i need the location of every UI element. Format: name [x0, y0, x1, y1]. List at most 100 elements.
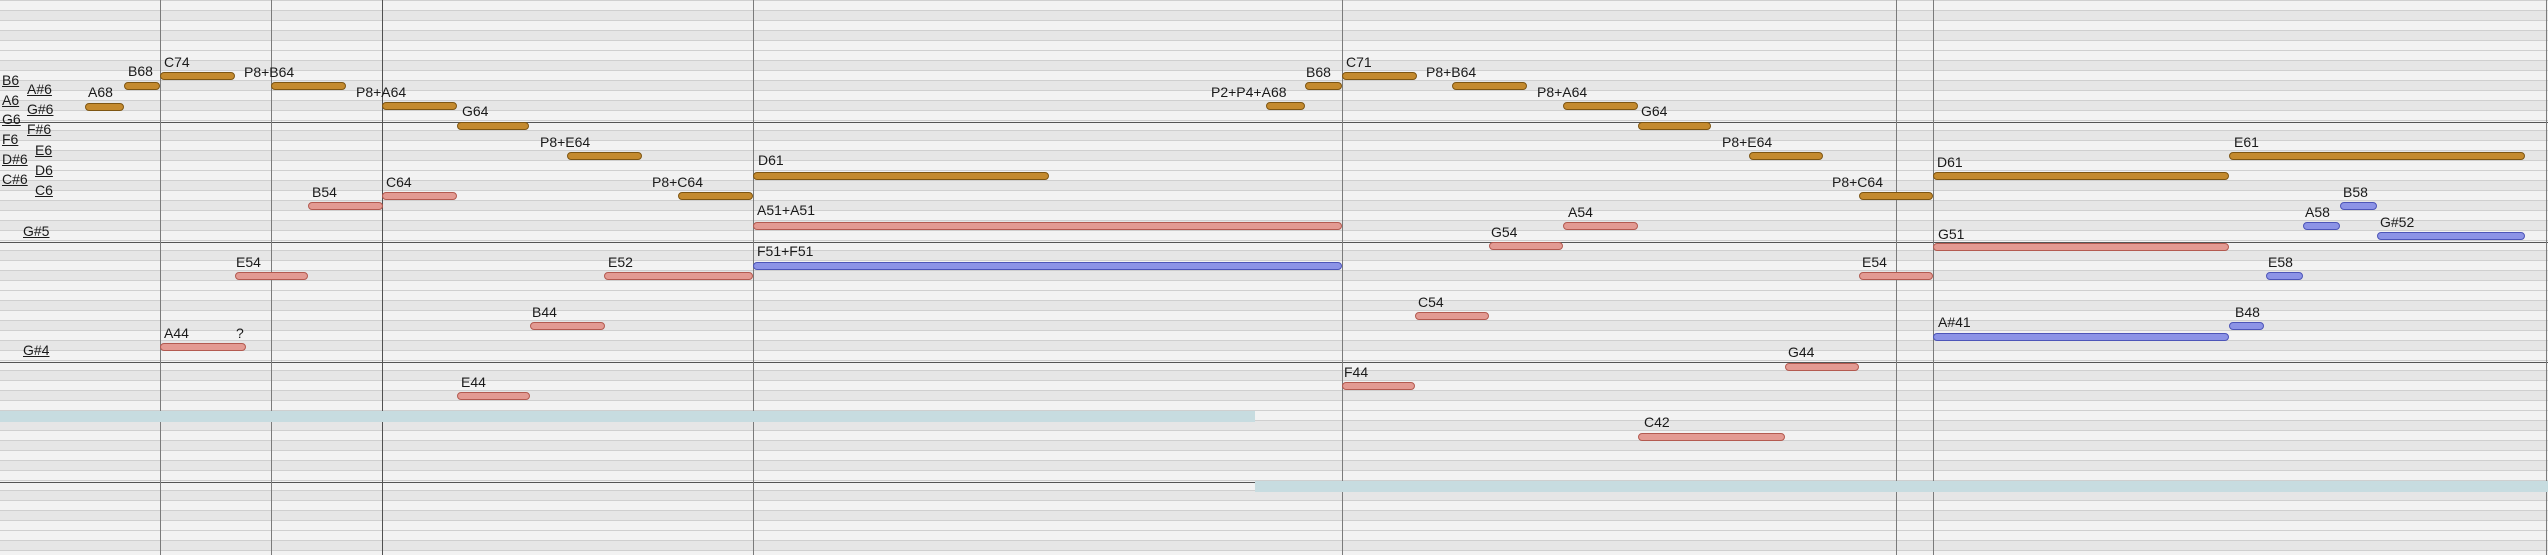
note-13[interactable] [1563, 102, 1638, 110]
note-33[interactable] [1638, 433, 1785, 441]
key-label-f-sharp-6: F#6 [27, 121, 52, 137]
note-30[interactable] [1415, 312, 1489, 320]
note-32[interactable] [1785, 363, 1859, 371]
pitch-separator [0, 250, 2548, 251]
pitch-lane [0, 520, 2548, 530]
note-8[interactable] [753, 172, 1049, 180]
note-21[interactable] [235, 272, 308, 280]
note-17[interactable] [1933, 172, 2229, 180]
pitch-separator [0, 320, 2548, 321]
note-label-7: P8+C64 [652, 174, 703, 190]
note-2[interactable] [160, 72, 235, 80]
pitch-separator [0, 480, 2548, 481]
note-34[interactable] [1859, 272, 1933, 280]
pitch-lane [0, 390, 2548, 400]
note-label-40: B58 [2343, 184, 2368, 200]
pitch-lane [0, 230, 2548, 240]
note-9[interactable] [1266, 102, 1305, 110]
pitch-lane [0, 470, 2548, 480]
pitch-lane [0, 340, 2548, 350]
key-label-g-sharp-4: G#4 [23, 342, 50, 358]
note-27[interactable] [753, 222, 1342, 230]
note-1[interactable] [124, 82, 160, 90]
pitch-lane [0, 0, 2548, 10]
note-36[interactable] [753, 262, 1342, 270]
pitch-lane [0, 500, 2548, 510]
note-label-37: A#41 [1938, 314, 1971, 330]
pitch-separator [0, 200, 2548, 201]
pitch-lane [0, 170, 2548, 180]
note-40[interactable] [2340, 202, 2377, 210]
pitch-lane [0, 280, 2548, 290]
pitch-lane [0, 130, 2548, 140]
pitch-lane [0, 320, 2548, 330]
note-24[interactable] [160, 343, 246, 351]
note-31[interactable] [1342, 382, 1415, 390]
key-label-g-sharp-5: G#5 [23, 223, 50, 239]
note-label-1: B68 [128, 63, 153, 79]
note-6[interactable] [567, 152, 642, 160]
note-label-32: G44 [1788, 344, 1815, 360]
pitch-lane [0, 410, 2548, 420]
note-10[interactable] [1305, 82, 1342, 90]
pitch-lane [0, 160, 2548, 170]
note-39[interactable] [2303, 222, 2340, 230]
note-19[interactable] [308, 202, 383, 210]
note-37[interactable] [1933, 333, 2229, 341]
pitch-lane [0, 180, 2548, 190]
note-23[interactable] [530, 322, 605, 330]
note-3[interactable] [271, 82, 346, 90]
pitch-separator [0, 270, 2548, 271]
note-18[interactable] [2229, 152, 2525, 160]
key-label-c-sharp-6: C#6 [2, 171, 28, 187]
pitch-separator [0, 310, 2548, 311]
pitch-lane [0, 540, 2548, 550]
pitch-lane [0, 270, 2548, 280]
pitch-separator [0, 140, 2548, 141]
note-16[interactable] [1859, 192, 1933, 200]
pitch-lane [0, 350, 2548, 360]
note-38[interactable] [2229, 322, 2264, 330]
note-12[interactable] [1452, 82, 1527, 90]
pitch-separator [0, 290, 2548, 291]
pitch-lane [0, 120, 2548, 130]
pitch-separator [0, 510, 2548, 511]
note-5[interactable] [457, 122, 529, 130]
note-label-8: D61 [758, 152, 784, 168]
note-14[interactable] [1638, 122, 1711, 130]
pitch-lane [0, 300, 2548, 310]
bar-line [160, 0, 161, 555]
note-20[interactable] [382, 192, 457, 200]
note-29[interactable] [1563, 222, 1638, 230]
note-35[interactable] [1933, 243, 2229, 251]
note-label-30: C54 [1418, 294, 1444, 310]
note-4[interactable] [382, 102, 457, 110]
note-15[interactable] [1749, 152, 1823, 160]
note-label-27: A51+A51 [757, 202, 815, 218]
pitch-separator [0, 190, 2548, 191]
pitch-separator [0, 50, 2548, 51]
note-label-22: E52 [608, 254, 633, 270]
key-label-d-sharp-6: D#6 [2, 151, 28, 167]
note-label-21: E54 [236, 254, 261, 270]
note-label-18: E61 [2234, 134, 2259, 150]
note-11[interactable] [1342, 72, 1417, 80]
note-7[interactable] [678, 192, 753, 200]
pitch-lane [0, 460, 2548, 470]
note-41[interactable] [2377, 232, 2525, 240]
note-22[interactable] [604, 272, 753, 280]
note-26[interactable] [457, 392, 530, 400]
pitch-separator [0, 260, 2548, 261]
pitch-separator [0, 230, 2548, 231]
note-label-19: B54 [312, 184, 337, 200]
note-28[interactable] [1489, 242, 1563, 250]
pitch-lane [0, 60, 2548, 70]
note-0[interactable] [85, 103, 124, 111]
pitch-lane [0, 360, 2548, 370]
pitch-lane [0, 50, 2548, 60]
pitch-separator [0, 240, 2548, 241]
key-label-c6: C6 [35, 182, 53, 198]
note-42[interactable] [2266, 272, 2303, 280]
pitch-separator [0, 350, 2548, 351]
